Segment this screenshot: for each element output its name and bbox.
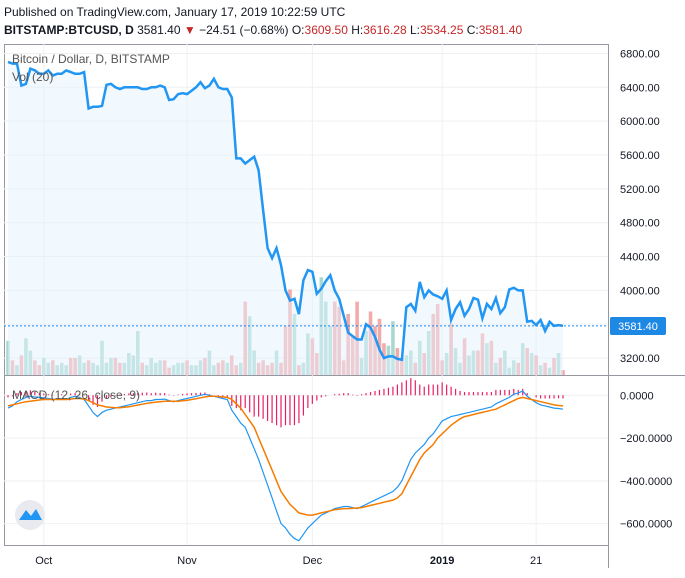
time-tick-label: Nov [177, 555, 197, 567]
price-area-fill [8, 61, 563, 376]
last-price: 3581.40 [137, 23, 181, 37]
low-label: L: [409, 23, 420, 37]
price-tick-label: 6800.00 [620, 48, 660, 60]
price-line[interactable] [7, 60, 564, 362]
last-price-tag [610, 317, 666, 335]
published-note: Published on TradingView.com, January 17… [4, 5, 346, 19]
macd-histogram [7, 378, 564, 428]
price-tick-label: 5200.00 [620, 184, 660, 196]
macd-tick-label: −400.0000 [620, 476, 672, 488]
symbol-label: BITSTAMP:BTCUSD, D [4, 23, 134, 37]
high-value: 3616.28 [363, 23, 407, 37]
price-tick-label: 4000.00 [620, 285, 660, 297]
volume-bar [391, 321, 395, 375]
time-tick-label: Dec [303, 555, 323, 567]
volume-label: Vol (20) [12, 70, 53, 84]
macd-tick-label: −600.0000 [620, 519, 672, 531]
price-pane-title: Bitcoin / Dollar, D, BITSTAMP [12, 52, 170, 66]
open-value: 3609.50 [304, 23, 348, 37]
macd-tick-label: −200.0000 [620, 433, 672, 445]
time-tick-label: 2019 [430, 555, 454, 567]
quote-line: BITSTAMP:BTCUSD, D 3581.40 ▼ −24.51 (−0.… [4, 23, 522, 37]
high-label: H: [351, 23, 364, 37]
down-arrow-icon: ▼ [183, 23, 196, 37]
price-tick-label: 6000.00 [620, 116, 660, 128]
last-price-tag-text: 3581.40 [618, 321, 658, 333]
time-tick-label: Oct [35, 555, 52, 567]
signal-line[interactable] [7, 395, 564, 516]
tradingview-logo [15, 500, 45, 530]
close-label: C: [466, 23, 479, 37]
price-tick-label: 5600.00 [620, 150, 660, 162]
price-tick-label: 3200.00 [620, 353, 660, 365]
macd-tick-label: 0.0000 [620, 390, 654, 402]
macd-pane-title: MACD (12, 26, close, 9) [12, 388, 140, 402]
macd-line[interactable] [7, 390, 564, 542]
price-tick-label: 4400.00 [620, 252, 660, 264]
time-tick-label: 21 [530, 555, 542, 567]
open-label: O: [291, 23, 305, 37]
close-value: 3581.40 [478, 23, 523, 37]
price-tick-label: 6400.00 [620, 82, 660, 94]
price-tick-label: 4800.00 [620, 218, 660, 230]
change-value: −24.51 (−0.68%) [199, 23, 289, 37]
low-value: 3534.25 [420, 23, 464, 37]
